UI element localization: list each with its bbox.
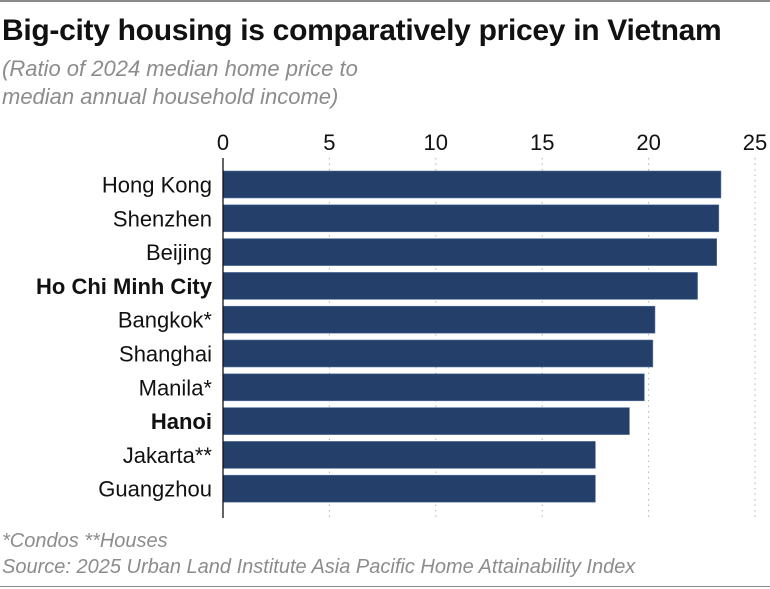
chart-subtitle: (Ratio of 2024 median home price to medi… bbox=[2, 55, 442, 111]
x-tick-label: 25 bbox=[743, 130, 767, 155]
bottom-rule bbox=[0, 586, 770, 587]
bar bbox=[222, 441, 596, 469]
bar bbox=[222, 170, 722, 199]
x-tick-label: 10 bbox=[424, 130, 448, 155]
x-tick-label: 0 bbox=[217, 130, 229, 155]
source-note: Source: 2025 Urban Land Institute Asia P… bbox=[2, 556, 636, 578]
top-rule bbox=[0, 0, 770, 2]
x-tick-label: 5 bbox=[323, 130, 335, 155]
category-label: Ho Chi Minh City bbox=[36, 274, 213, 299]
x-tick-label: 20 bbox=[636, 130, 660, 155]
chart-title: Big-city housing is comparatively pricey… bbox=[2, 14, 722, 47]
footnote-legend: *Condos **Houses bbox=[2, 530, 168, 552]
bar bbox=[222, 339, 654, 368]
bar bbox=[222, 474, 596, 503]
bar bbox=[222, 238, 717, 266]
category-label: Hanoi bbox=[151, 409, 212, 434]
category-label: Jakarta** bbox=[123, 443, 213, 468]
bar bbox=[222, 305, 656, 334]
category-label: Shanghai bbox=[119, 342, 212, 367]
category-label: Guangzhou bbox=[98, 477, 212, 502]
bar bbox=[222, 204, 720, 233]
bar bbox=[222, 373, 645, 402]
chart-footer: *Condos **Houses Source: 2025 Urban Land… bbox=[2, 528, 635, 580]
subtitle-line: (Ratio of 2024 median home price to bbox=[2, 56, 358, 81]
bar bbox=[222, 272, 698, 300]
x-tick-label: 15 bbox=[530, 130, 554, 155]
category-label: Bangkok* bbox=[118, 308, 213, 333]
category-label: Shenzhen bbox=[113, 206, 212, 231]
category-label: Beijing bbox=[146, 240, 212, 265]
category-label: Hong Kong bbox=[102, 173, 212, 198]
category-label: Manila* bbox=[139, 375, 213, 400]
subtitle-line: median annual household income) bbox=[2, 84, 339, 109]
bar bbox=[222, 407, 630, 435]
